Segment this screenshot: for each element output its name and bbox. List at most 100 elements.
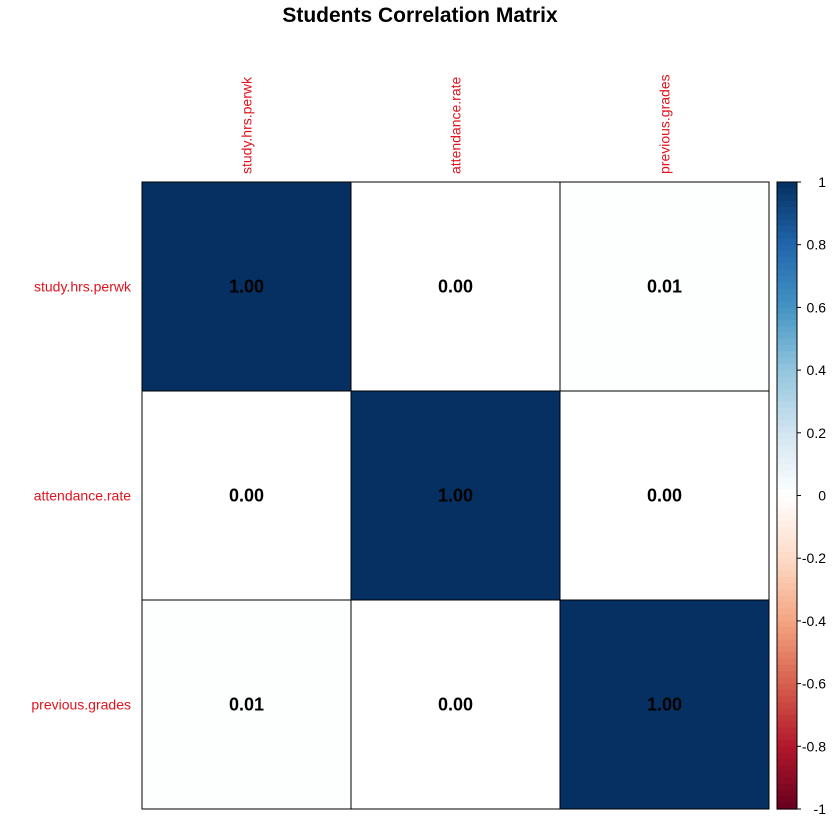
- colorbar-segment: [777, 526, 797, 534]
- colorbar-segment: [777, 269, 797, 277]
- colorbar-segment: [777, 219, 797, 227]
- colorbar-segment: [777, 727, 797, 735]
- column-labels: study.hrs.perwk attendance.rate previous.g…: [239, 74, 673, 174]
- colorbar-segment: [777, 476, 797, 484]
- colorbar-segment: [777, 783, 797, 791]
- colorbar-tick-label: 0.2: [807, 425, 827, 441]
- colorbar-segment: [777, 627, 797, 635]
- colorbar-segment: [777, 194, 797, 202]
- colorbar-segment: [777, 708, 797, 716]
- colorbar-tick-label: -0.8: [802, 738, 826, 754]
- colorbar-segment: [777, 470, 797, 478]
- colorbar-tick-label: 0.6: [807, 299, 827, 315]
- colorbar-segment: [777, 432, 797, 440]
- cell-value-label: 0.00: [647, 486, 682, 506]
- cell-value-label: 0.00: [438, 695, 473, 715]
- colorbar-tick-label: -1: [814, 801, 827, 817]
- colorbar-segment: [777, 238, 797, 246]
- colorbar-segment: [777, 746, 797, 754]
- colorbar-segment: [777, 413, 797, 421]
- cell-value-label: 0.00: [229, 486, 264, 506]
- colorbar-segment: [777, 401, 797, 409]
- color-legend: 1 0.8 0.6 0.4 0.2 0 -0.2 -0.4 -0.6 -0.8 -1: [776, 174, 827, 817]
- colorbar-segment: [777, 207, 797, 214]
- colorbar-segment: [777, 213, 797, 221]
- colorbar-segment: [777, 602, 797, 609]
- colorbar-segment: [777, 489, 797, 497]
- row-labels: study.hrs.perwk attendance.rate previous.g…: [31, 279, 132, 713]
- colorbar-segment: [777, 420, 797, 428]
- colorbar-segment: [777, 370, 797, 377]
- colorbar-segment: [777, 357, 797, 365]
- colorbar-segment: [777, 533, 797, 540]
- colorbar-segment: [777, 677, 797, 685]
- colorbar-segment: [777, 777, 797, 785]
- colorbar-segment: [777, 276, 797, 283]
- colorbar-segment: [777, 244, 797, 252]
- colorbar-segment: [777, 388, 797, 396]
- heatmap-cell: [350, 599, 561, 810]
- cell-value-label: 1.00: [438, 486, 473, 506]
- colorbar-segment: [777, 570, 797, 578]
- column-label: attendance.rate: [448, 76, 464, 174]
- heatmap-cell: [559, 599, 770, 810]
- colorbar-segment: [777, 225, 797, 233]
- row-label: previous.grades: [31, 697, 131, 713]
- column-label: study.hrs.perwk: [239, 76, 255, 174]
- heatmap-cell: [141, 181, 352, 392]
- colorbar-tick-label: -0.6: [802, 676, 826, 692]
- colorbar-segment: [777, 551, 797, 559]
- colorbar-segment: [777, 313, 797, 321]
- colorbar-segment: [777, 520, 797, 528]
- colorbar-segment: [777, 263, 797, 271]
- colorbar-segment: [777, 288, 797, 296]
- heatmap-cell: [559, 390, 770, 601]
- colorbar-segment: [777, 188, 797, 196]
- colorbar-tick-label: 0: [818, 488, 826, 504]
- colorbar-segment: [777, 620, 797, 628]
- colorbar-segment: [777, 696, 797, 704]
- heatmap-cell: [141, 599, 352, 810]
- colorbar-segment: [777, 702, 797, 710]
- cell-value-label: 1.00: [647, 695, 682, 715]
- colorbar-segment: [777, 182, 797, 189]
- cell-value-label: 0.00: [438, 277, 473, 297]
- colorbar-segment: [777, 232, 797, 240]
- colorbar-segment: [777, 445, 797, 453]
- cell-value-label: 0.01: [647, 277, 682, 297]
- colorbar-segment: [777, 577, 797, 584]
- colorbar-segment: [777, 301, 797, 308]
- colorbar-segment: [777, 395, 797, 403]
- colorbar-segment: [777, 658, 797, 666]
- colorbar-segment: [777, 307, 797, 315]
- colorbar-segment: [777, 501, 797, 509]
- colorbar-segment: [777, 363, 797, 371]
- colorbar-segment: [777, 539, 797, 547]
- colorbar-segment: [777, 714, 797, 722]
- colorbar-segment: [777, 257, 797, 265]
- colorbar-segment: [777, 514, 797, 522]
- colorbar-segment: [777, 564, 797, 572]
- colorbar-tick-label: 0.8: [807, 237, 827, 253]
- colorbar-segment: [777, 200, 797, 208]
- cell-value-label: 1.00: [229, 277, 264, 297]
- colorbar-segment: [777, 633, 797, 641]
- colorbar-tick-label: -0.2: [802, 550, 826, 566]
- colorbar-segment: [777, 250, 797, 258]
- colorbar-segment: [777, 733, 797, 741]
- heatmap-cell: [350, 390, 561, 601]
- row-label: study.hrs.perwk: [34, 279, 132, 295]
- colorbar-segment: [777, 614, 797, 622]
- heatmap-cells: [141, 181, 770, 810]
- colorbar-segment: [777, 407, 797, 415]
- colorbar-segment: [777, 589, 797, 597]
- colorbar-segment: [777, 326, 797, 334]
- heatmap-cell: [350, 181, 561, 392]
- colorbar-segment: [777, 558, 797, 566]
- colorbar-tick-label: 1: [818, 174, 826, 190]
- cell-value-labels: 1.00 0.00 0.01 0.00 1.00 0.00 0.01 0.00 1.00: [229, 277, 682, 715]
- colorbar-segment: [777, 652, 797, 660]
- colorbar-segment: [777, 721, 797, 729]
- colorbar-segment: [777, 689, 797, 697]
